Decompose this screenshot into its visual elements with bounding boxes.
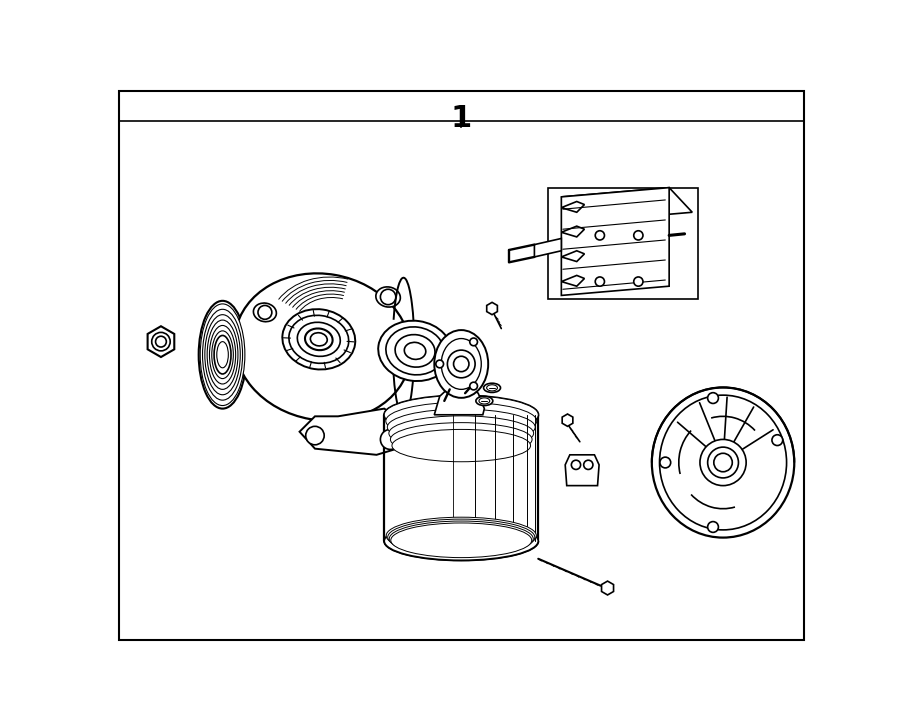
Circle shape [707, 447, 738, 478]
Ellipse shape [297, 322, 340, 356]
Ellipse shape [483, 383, 500, 393]
Circle shape [595, 231, 605, 240]
Ellipse shape [207, 320, 238, 390]
Ellipse shape [391, 423, 532, 456]
Circle shape [707, 521, 718, 532]
Polygon shape [562, 188, 692, 221]
Ellipse shape [254, 303, 276, 322]
Ellipse shape [384, 522, 538, 560]
Text: 1: 1 [451, 104, 472, 134]
Circle shape [156, 336, 166, 347]
Polygon shape [562, 202, 584, 213]
Polygon shape [435, 385, 484, 415]
Ellipse shape [392, 429, 530, 462]
Ellipse shape [212, 331, 233, 379]
Circle shape [454, 356, 469, 372]
Circle shape [470, 382, 478, 390]
Ellipse shape [202, 309, 243, 400]
Polygon shape [562, 251, 584, 262]
Polygon shape [535, 239, 562, 257]
Ellipse shape [660, 395, 787, 530]
Polygon shape [562, 226, 584, 237]
Circle shape [707, 393, 718, 403]
Ellipse shape [389, 416, 534, 450]
Ellipse shape [199, 301, 247, 408]
Circle shape [660, 457, 670, 468]
Ellipse shape [310, 333, 328, 346]
Polygon shape [487, 302, 498, 315]
Ellipse shape [235, 273, 410, 421]
Circle shape [634, 231, 643, 240]
Ellipse shape [384, 395, 538, 434]
Circle shape [152, 333, 170, 351]
Ellipse shape [404, 343, 426, 359]
Circle shape [714, 453, 733, 472]
Ellipse shape [386, 517, 536, 554]
Ellipse shape [441, 338, 482, 390]
Circle shape [634, 277, 643, 286]
Ellipse shape [388, 519, 535, 555]
Ellipse shape [200, 304, 245, 406]
Polygon shape [565, 455, 599, 486]
Polygon shape [562, 275, 584, 286]
Ellipse shape [210, 325, 236, 384]
Ellipse shape [395, 335, 435, 367]
Polygon shape [601, 581, 614, 595]
Ellipse shape [376, 287, 400, 307]
Circle shape [772, 435, 783, 445]
Circle shape [436, 360, 444, 368]
Polygon shape [562, 188, 669, 296]
Circle shape [381, 289, 396, 304]
Ellipse shape [283, 309, 356, 369]
Ellipse shape [386, 402, 536, 440]
Ellipse shape [652, 388, 795, 538]
Ellipse shape [387, 409, 536, 445]
Ellipse shape [305, 328, 333, 350]
Circle shape [447, 350, 475, 378]
Ellipse shape [391, 523, 532, 557]
Ellipse shape [378, 321, 452, 381]
Ellipse shape [384, 395, 538, 434]
Circle shape [381, 429, 400, 450]
Circle shape [584, 461, 593, 469]
Ellipse shape [205, 315, 240, 395]
Circle shape [258, 305, 272, 320]
Ellipse shape [390, 521, 533, 557]
Circle shape [595, 277, 605, 286]
Ellipse shape [487, 385, 498, 391]
Polygon shape [300, 408, 408, 455]
Ellipse shape [479, 398, 490, 404]
Circle shape [700, 440, 746, 486]
Ellipse shape [435, 330, 488, 398]
Ellipse shape [217, 342, 229, 368]
Polygon shape [562, 414, 572, 427]
Ellipse shape [214, 335, 231, 374]
Polygon shape [548, 188, 698, 299]
Circle shape [306, 427, 324, 445]
Polygon shape [148, 326, 175, 357]
Ellipse shape [476, 396, 493, 406]
Ellipse shape [289, 315, 348, 364]
Circle shape [470, 338, 478, 346]
Ellipse shape [386, 327, 445, 375]
Circle shape [572, 461, 580, 469]
